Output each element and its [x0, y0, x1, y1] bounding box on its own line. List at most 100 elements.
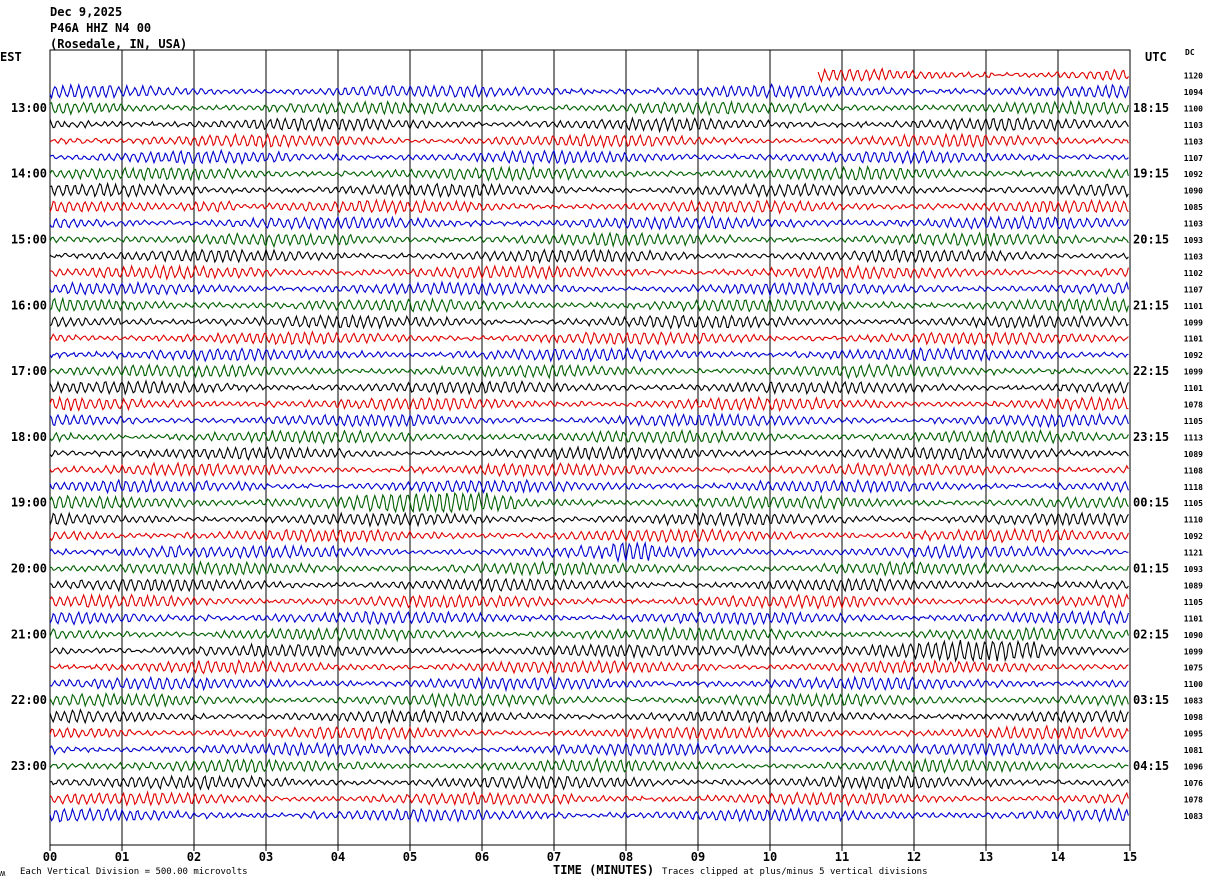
dc-offset-label: 1081: [1184, 746, 1203, 755]
dc-header-label: DC: [1185, 48, 1195, 57]
dc-offset-label: 1090: [1184, 631, 1203, 640]
dc-offset-label: 1075: [1184, 664, 1203, 673]
dc-offset-label: 1103: [1184, 137, 1203, 146]
dc-offset-label: 1090: [1184, 187, 1203, 196]
x-axis-title: TIME (MINUTES): [553, 863, 655, 877]
est-hour-label: 20:00: [11, 562, 47, 576]
seismic-trace: [49, 346, 1129, 363]
seismic-trace: [49, 626, 1129, 643]
seismic-trace: [49, 132, 1129, 149]
x-tick-label: 10: [763, 850, 777, 864]
dc-offset-label: 1076: [1184, 779, 1203, 788]
dc-offset-label: 1121: [1184, 549, 1203, 558]
x-tick-label: 02: [187, 850, 201, 864]
seismic-trace: [49, 247, 1129, 265]
dc-offset-label: 1113: [1184, 433, 1203, 442]
left-timezone-label: EST: [0, 50, 22, 64]
clip-note: Traces clipped at plus/minus 5 vertical …: [662, 867, 928, 877]
dc-offset-label: 1101: [1184, 302, 1203, 311]
dc-offset-label: 1095: [1184, 730, 1203, 739]
seismic-trace: [49, 412, 1129, 429]
seismic-trace: [49, 198, 1129, 216]
est-hour-label: 13:00: [11, 101, 47, 115]
x-tick-label: 09: [691, 850, 705, 864]
seismic-trace: [49, 445, 1129, 461]
seismic-trace: [49, 790, 1129, 807]
seismic-trace: [49, 296, 1129, 314]
x-tick-label: 15: [1123, 850, 1137, 864]
dc-offset-label: 1085: [1184, 203, 1203, 212]
est-hour-label: 17:00: [11, 364, 47, 378]
utc-hour-label: 22:15: [1133, 364, 1169, 378]
dc-offset-label: 1107: [1184, 154, 1203, 163]
dc-offset-label: 1092: [1184, 170, 1203, 179]
seismic-trace: [49, 165, 1129, 182]
seismic-trace: [49, 82, 1129, 100]
x-tick-label: 12: [907, 850, 921, 864]
utc-hour-label: 04:15: [1133, 759, 1169, 773]
plot-date: Dec 9,2025: [50, 5, 123, 19]
est-hour-label: 15:00: [11, 233, 47, 247]
seismic-trace: [49, 675, 1129, 693]
dc-offset-label: 1103: [1184, 220, 1203, 229]
seismic-trace: [49, 379, 1129, 396]
dc-offset-label: 1105: [1184, 499, 1203, 508]
seismic-trace: [49, 148, 1129, 166]
seismic-trace: [49, 263, 1129, 281]
x-tick-label: 00: [43, 850, 57, 864]
utc-hour-label: 02:15: [1133, 627, 1169, 641]
utc-hour-label: 01:15: [1133, 562, 1169, 576]
footer-mark: ʍ: [0, 869, 6, 879]
dc-offset-label: 1102: [1184, 269, 1203, 278]
seismic-trace: [49, 330, 1129, 347]
seismic-trace: [49, 708, 1129, 725]
seismic-trace: [49, 609, 1129, 626]
x-tick-label: 05: [403, 850, 417, 864]
seismic-trace: [49, 181, 1129, 199]
dc-offset-label: 1120: [1184, 72, 1203, 81]
seismic-trace: [49, 214, 1129, 231]
x-tick-label: 07: [547, 850, 561, 864]
scale-note: Each Vertical Division = 500.00 microvol…: [20, 867, 248, 877]
seismic-trace: [49, 461, 1129, 478]
utc-hour-label: 21:15: [1133, 298, 1169, 312]
seismic-trace: [49, 639, 1129, 663]
seismic-trace: [49, 280, 1129, 298]
dc-offset-label: 1099: [1184, 368, 1203, 377]
seismic-trace: [49, 658, 1129, 676]
x-tick-label: 06: [475, 850, 489, 864]
x-tick-label: 13: [979, 850, 993, 864]
utc-hour-label: 19:15: [1133, 167, 1169, 181]
seismic-trace: [49, 511, 1129, 528]
dc-offset-label: 1103: [1184, 121, 1203, 130]
dc-offset-label: 1101: [1184, 384, 1203, 393]
utc-hour-label: 03:15: [1133, 693, 1169, 707]
x-tick-label: 04: [331, 850, 345, 864]
dc-offset-label: 1092: [1184, 351, 1203, 360]
est-hour-label: 22:00: [11, 693, 47, 707]
x-tick-label: 03: [259, 850, 273, 864]
seismic-trace: [49, 116, 1129, 134]
dc-offset-label: 1100: [1184, 680, 1203, 689]
right-timezone-label: UTC: [1145, 50, 1167, 64]
seismic-trace: [49, 541, 1129, 564]
dc-offset-label: 1099: [1184, 318, 1203, 327]
seismic-trace: [49, 527, 1129, 544]
station-code: P46A HHZ N4 00: [50, 21, 152, 35]
dc-offset-label: 1100: [1184, 104, 1203, 113]
seismic-trace: [49, 477, 1129, 495]
est-hour-label: 23:00: [11, 759, 47, 773]
dc-offset-label: 1083: [1184, 812, 1203, 821]
dc-offset-label: 1103: [1184, 252, 1203, 261]
dc-offset-label: 1096: [1184, 762, 1203, 771]
dc-offset-label: 1105: [1184, 598, 1203, 607]
plot-frame: [49, 49, 1131, 846]
seismic-trace: [49, 491, 1129, 514]
dc-offset-label: 1098: [1184, 713, 1203, 722]
seismic-trace: [49, 395, 1129, 413]
seismic-trace: [49, 560, 1129, 577]
seismic-trace: [49, 592, 1129, 610]
seismic-trace: [49, 362, 1129, 380]
est-hour-label: 19:00: [11, 496, 47, 510]
